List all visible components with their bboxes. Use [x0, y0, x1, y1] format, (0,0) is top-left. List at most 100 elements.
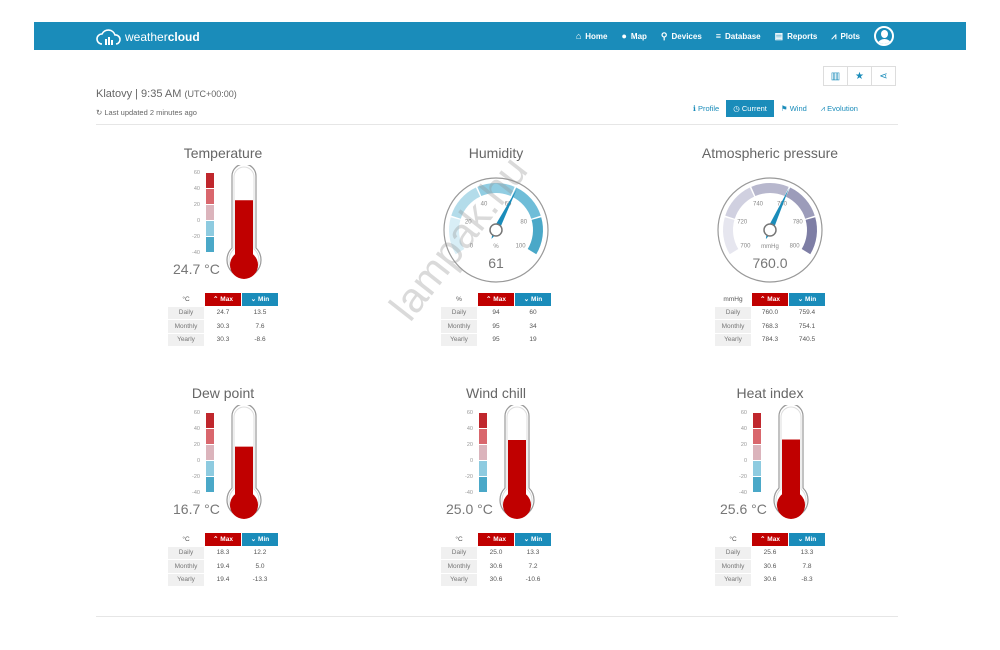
- tab-evolution[interactable]: ⩘ Evolution: [814, 100, 865, 117]
- chevron-down-icon: ⌄: [797, 536, 806, 544]
- row-label: Daily: [715, 546, 751, 559]
- min-value: 34: [529, 322, 537, 330]
- chevron-up-icon: ⌃: [760, 536, 768, 544]
- table-row: Monthly 768.3 754.1: [715, 320, 825, 333]
- scale-segment: [206, 445, 214, 460]
- gauge-tick-label: 780: [793, 220, 804, 226]
- min-label: Min: [258, 296, 270, 304]
- tab-profile[interactable]: ℹ Profile: [686, 100, 726, 117]
- max-label: Max: [220, 296, 233, 304]
- table-row: Monthly 30.3 7.6: [168, 320, 278, 333]
- gauge-tick-label: 40: [481, 202, 488, 208]
- max-label: Max: [493, 296, 506, 304]
- unit-header: °C: [455, 535, 463, 543]
- min-value: 13.3: [526, 549, 540, 557]
- thermometer: 60 40 20 0 -20 -40: [192, 405, 262, 519]
- scale-label: 20: [194, 442, 200, 448]
- gauge-tick-label: 0: [470, 243, 474, 249]
- profile-icon: ℹ: [693, 104, 696, 113]
- nav-reports[interactable]: ▤ Reports: [775, 31, 818, 42]
- scale-label: 60: [467, 410, 473, 416]
- plots-icon: ⩘: [831, 30, 837, 41]
- scale-segment: [206, 413, 214, 428]
- table-row: Daily 25.6 13.3: [715, 546, 825, 559]
- table-row: Monthly 95 34: [441, 320, 551, 333]
- widget-title: Heat index: [736, 385, 804, 401]
- gauge-band: [785, 187, 815, 219]
- devices-icon: ⚲: [660, 30, 668, 41]
- unit-header: %: [456, 295, 462, 303]
- current-value: 24.7 °C: [173, 261, 220, 277]
- star-icon-button[interactable]: ★: [847, 66, 872, 86]
- gauge-band: [801, 217, 817, 255]
- tab-wind[interactable]: ⚑ Wind: [774, 100, 814, 117]
- min-value: 13.5: [253, 309, 267, 317]
- widget-humidity: Humidity020406080100%61%⌃ Max⌄ MinDaily9…: [376, 140, 616, 360]
- scale-segment: [206, 173, 214, 188]
- timezone: (UTC+00:00): [184, 89, 237, 99]
- nav-map[interactable]: ● Map: [621, 31, 646, 41]
- scale-label: -40: [192, 250, 200, 256]
- tab-label: Wind: [789, 104, 807, 113]
- scale-segment: [206, 221, 214, 236]
- minmax-table: °C ⌃ Max ⌄ Min Daily 18.3 12.2 Monthly 19.4 5.0 Y…: [167, 532, 279, 587]
- max-header: ⌃ Max: [752, 293, 788, 306]
- row-label: Yearly: [715, 333, 751, 346]
- nav-devices[interactable]: ⚲ Devices: [661, 31, 702, 42]
- max-value: 30.6: [763, 576, 777, 584]
- scale-segment: [479, 477, 487, 492]
- refresh-icon: ↻: [96, 108, 103, 117]
- min-label: Min: [531, 536, 543, 544]
- nav-label: Map: [630, 32, 647, 41]
- min-header: ⌄ Min: [789, 293, 825, 306]
- scale-segment: [206, 461, 214, 476]
- gauge-band: [449, 217, 465, 255]
- chevron-down-icon: ⌄: [250, 536, 259, 544]
- scale-segment: [479, 413, 487, 428]
- scale-label: 60: [194, 170, 200, 176]
- unit-header: °C: [182, 535, 190, 543]
- nav-label: Reports: [787, 31, 818, 41]
- min-value: -13.3: [252, 576, 268, 584]
- weathercloud-logo[interactable]: weather cloud: [96, 28, 200, 46]
- chart-icon-button[interactable]: ▥: [823, 66, 848, 86]
- table-row: Daily 25.0 13.3: [441, 546, 551, 559]
- min-header: ⌄ Min: [515, 293, 551, 306]
- row-label: Yearly: [441, 573, 477, 586]
- gauge-tick-label: 740: [753, 202, 764, 208]
- min-label: Min: [258, 536, 270, 544]
- nav-plots[interactable]: ⩘ Plots: [831, 31, 860, 42]
- max-value: 768.3: [761, 322, 779, 330]
- thermometer-bulb: [777, 491, 805, 519]
- thermometer: 60 40 20 0 -20 -40: [192, 165, 262, 279]
- table-row: Daily 18.3 12.2: [168, 546, 278, 559]
- location-time: Klatovy | 9:35 AM: [96, 88, 182, 100]
- scale-segment: [753, 413, 761, 428]
- user-avatar[interactable]: [874, 26, 894, 46]
- row-label: Monthly: [441, 320, 477, 333]
- scale-label: 40: [194, 426, 200, 432]
- max-value: 25.6: [763, 549, 777, 557]
- widget-title: Wind chill: [466, 385, 526, 401]
- nav-database[interactable]: ≡ Database: [716, 31, 761, 41]
- row-label: Monthly: [441, 560, 477, 573]
- last-updated-text: Last updated 2 minutes ago: [104, 108, 197, 117]
- scale-label: -40: [739, 490, 747, 496]
- scale-label: -40: [465, 490, 473, 496]
- max-header: ⌃ Max: [752, 533, 788, 546]
- scale-segment: [206, 189, 214, 204]
- min-value: -10.6: [525, 576, 541, 584]
- thermometer-fill: [782, 439, 800, 500]
- chevron-down-icon: ⌄: [797, 296, 806, 304]
- share-icon-button[interactable]: ⋖: [871, 66, 896, 86]
- minmax-table: °C ⌃ Max ⌄ Min Daily 25.6 13.3 Monthly 30.6 7.8 Y…: [714, 532, 826, 587]
- min-value: 60: [529, 309, 537, 317]
- row-label: Daily: [441, 306, 477, 319]
- thermometer-fill: [235, 446, 253, 500]
- min-value: -8.6: [254, 336, 266, 344]
- database-icon: ≡: [715, 31, 722, 41]
- scale-label: 0: [197, 458, 200, 464]
- nav-home[interactable]: ⌂ Home: [576, 31, 608, 41]
- chevron-down-icon: ⌄: [523, 536, 532, 544]
- tab-current[interactable]: ◷ Current: [726, 100, 774, 117]
